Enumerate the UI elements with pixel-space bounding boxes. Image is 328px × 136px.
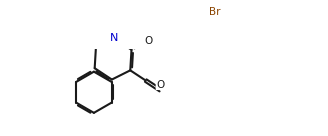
Text: Br: Br xyxy=(209,7,220,17)
Text: O: O xyxy=(145,36,153,46)
Text: N: N xyxy=(110,33,118,43)
Text: O: O xyxy=(156,80,164,89)
